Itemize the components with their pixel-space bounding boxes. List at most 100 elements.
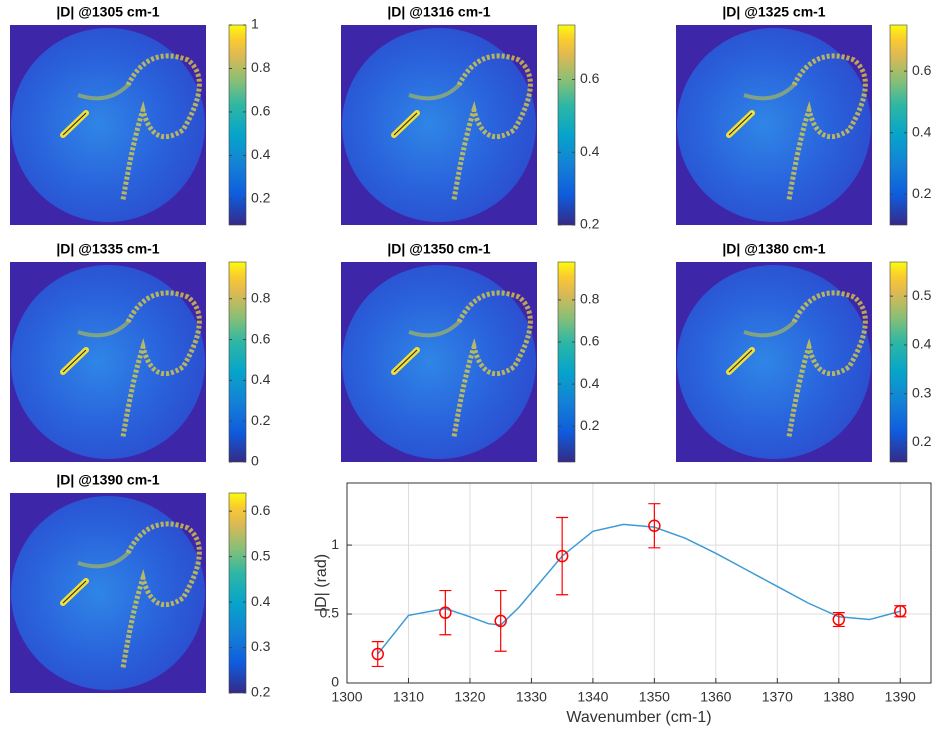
marker (894, 605, 907, 618)
colorbar-tick-label: 0.6 (580, 70, 600, 86)
image-streak (62, 349, 87, 373)
colorbar-tick-label: 0.3 (912, 384, 932, 400)
image-feature (786, 290, 868, 438)
image-disk (342, 28, 536, 222)
colorbar-tick-label: 0 (251, 453, 259, 469)
image-feature (451, 53, 533, 201)
image-feature (786, 53, 868, 201)
colorbar-tick-label: 0.2 (580, 417, 600, 433)
x-tick-label: 1360 (700, 689, 731, 705)
image-feature (743, 83, 796, 101)
image-feature (77, 551, 130, 569)
image-feature (408, 320, 461, 338)
marker (648, 519, 661, 533)
colorbar-tick-label: 0.6 (580, 333, 600, 349)
marker (494, 614, 507, 628)
colorbar-tick-label: 0.3 (251, 638, 271, 654)
colorbar-tick-label: 0.8 (580, 291, 600, 307)
x-tick-label: 1340 (577, 689, 608, 705)
colorbar-tick-label: 0.4 (912, 123, 932, 139)
panel-title: |D| @1380 cm-1 (722, 241, 825, 257)
x-tick-label: 1380 (823, 689, 854, 705)
error-bar (371, 641, 384, 668)
panel-title: |D| @1335 cm-1 (56, 241, 159, 257)
error-bar (494, 589, 507, 652)
image-streak (728, 349, 753, 373)
colorbar-tick-label: 0.4 (251, 371, 271, 387)
colorbar-tick-label: 0.2 (580, 216, 600, 232)
plot-area (347, 483, 931, 683)
colorbar (228, 24, 247, 226)
colorbar (889, 261, 908, 463)
y-axis-label: |D| (rad) (313, 554, 330, 612)
colorbar-tick-label: 0.8 (251, 289, 271, 305)
colorbar (228, 261, 247, 463)
error-bar (556, 516, 569, 596)
image-feature (408, 83, 461, 101)
colorbar-tick-label: 0.6 (912, 62, 932, 78)
y-tick-label: 0.5 (320, 605, 340, 621)
image-feature (120, 53, 202, 201)
image-disk (677, 265, 871, 459)
image-streak (393, 349, 418, 373)
marker (371, 647, 384, 661)
image-feature (451, 290, 533, 438)
colorbar (889, 24, 908, 226)
marker (439, 606, 452, 619)
line (377, 523, 901, 655)
image-feature (120, 521, 202, 669)
x-tick-label: 1300 (331, 689, 362, 705)
panel-title: |D| @1350 cm-1 (387, 241, 490, 257)
colorbar-tick-label: 0.2 (251, 684, 271, 700)
image-disk (11, 28, 205, 222)
error-bar (832, 612, 845, 628)
marker (832, 613, 846, 626)
image-streak (393, 112, 418, 136)
colorbar-tick-label: 0.8 (251, 59, 271, 75)
image-disk (677, 28, 871, 222)
panel-title: |D| @1325 cm-1 (722, 4, 825, 20)
image-disk (11, 496, 205, 690)
panel-title: |D| @1305 cm-1 (56, 4, 159, 20)
plot-frame (346, 482, 932, 684)
panel-title: |D| @1390 cm-1 (56, 472, 159, 488)
image-streak (62, 580, 87, 604)
colorbar-tick-label: 0.4 (580, 375, 600, 391)
colorbar-tick-label: 0.6 (251, 330, 271, 346)
image-disk (342, 265, 536, 459)
image-feature (120, 290, 202, 438)
error-bar (439, 589, 452, 636)
colorbar-tick-label: 0.6 (251, 103, 271, 119)
colorbar-tick-label: 0.4 (912, 336, 932, 352)
colorbar-tick-label: 0.2 (912, 185, 932, 201)
image-streak (62, 112, 87, 136)
error-bar (648, 503, 661, 549)
image-streak (728, 112, 753, 136)
image-feature (77, 83, 130, 101)
image-feature (743, 320, 796, 338)
colorbar (228, 492, 247, 694)
colorbar (557, 24, 576, 226)
x-tick-label: 1390 (885, 689, 916, 705)
marker (555, 549, 569, 563)
colorbar-tick-label: 0.4 (251, 146, 271, 162)
colorbar-tick-label: 0.5 (912, 287, 932, 303)
x-tick-label: 1330 (516, 689, 547, 705)
x-tick-label: 1350 (639, 689, 670, 705)
x-tick-label: 1370 (762, 689, 793, 705)
x-tick-label: 1320 (454, 689, 485, 705)
y-tick-label: 0 (331, 674, 339, 690)
x-axis-label: Wavenumber (cm-1) (566, 709, 711, 726)
colorbar-tick-label: 1 (251, 16, 259, 32)
colorbar-tick-label: 0.4 (580, 143, 600, 159)
x-tick-label: 1310 (393, 689, 424, 705)
colorbar (557, 261, 576, 463)
colorbar-tick-label: 0.2 (251, 412, 271, 428)
colorbar-tick-label: 0.2 (912, 433, 932, 449)
colorbar-tick-label: 0.2 (251, 190, 271, 206)
colorbar-tick-label: 0.5 (251, 547, 271, 563)
y-tick-label: 1 (331, 536, 339, 552)
image-feature (77, 320, 130, 338)
image-disk (11, 265, 205, 459)
